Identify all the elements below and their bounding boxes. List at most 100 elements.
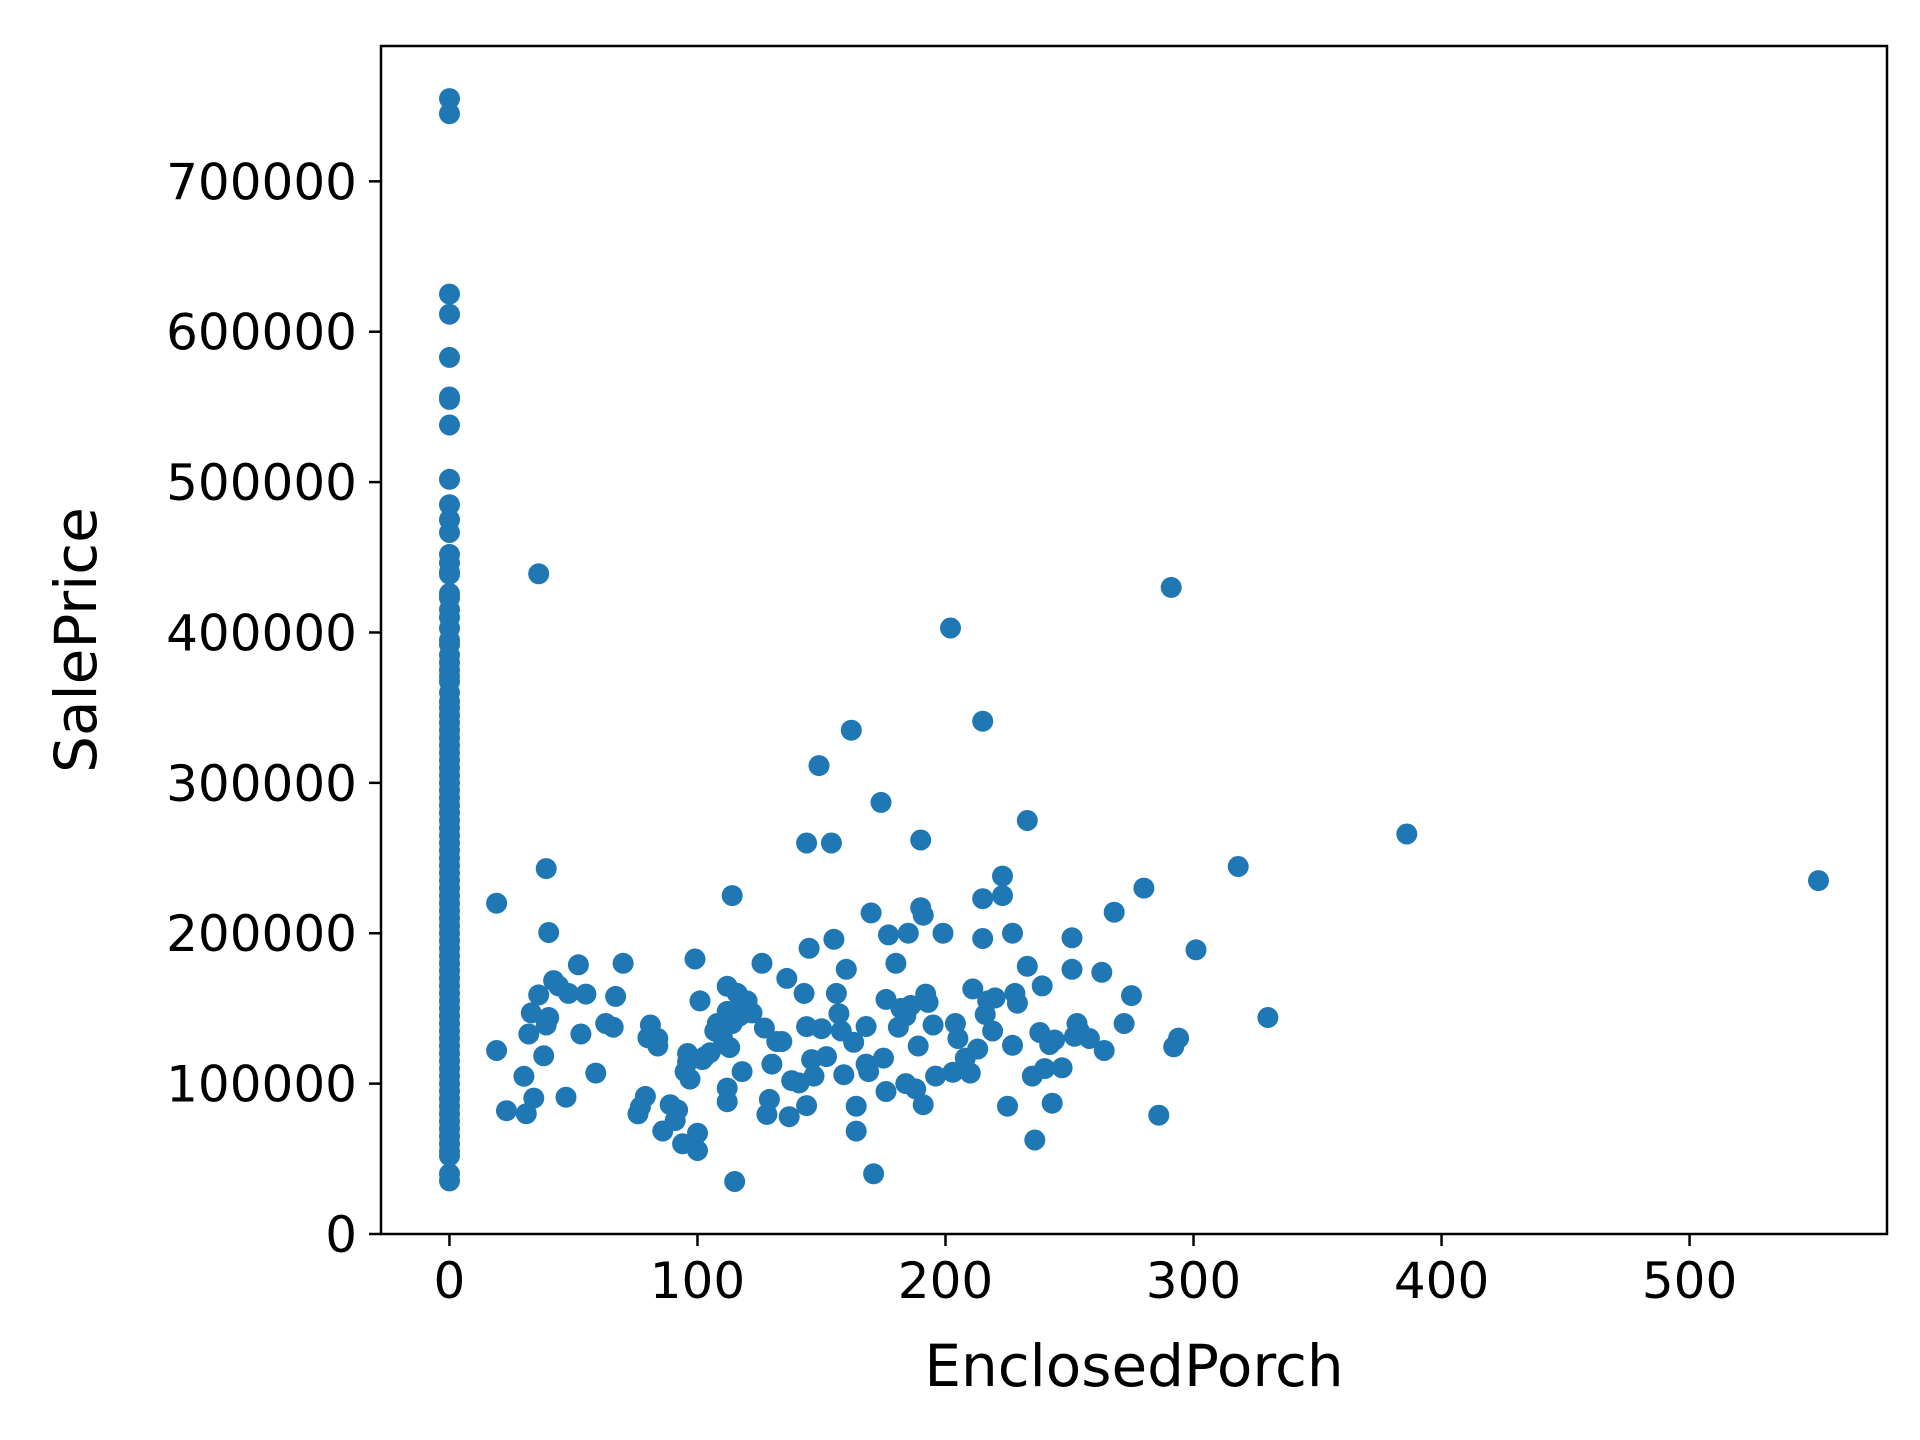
data-point <box>1113 1013 1135 1034</box>
data-point <box>771 1031 793 1052</box>
data-point <box>575 983 597 1005</box>
data-point <box>808 755 830 777</box>
data-point <box>1185 939 1207 961</box>
data-point <box>719 1037 741 1058</box>
data-point <box>687 1122 708 1144</box>
data-point <box>567 954 589 976</box>
data-point <box>1168 1027 1190 1049</box>
data-point <box>870 791 892 813</box>
data-point <box>855 1016 877 1037</box>
data-point <box>793 982 815 1004</box>
data-point <box>972 710 994 732</box>
y-tick-label: 300000 <box>166 755 357 813</box>
data-point <box>753 1017 775 1039</box>
data-point <box>520 1002 542 1024</box>
data-point <box>751 952 773 974</box>
data-point <box>439 468 460 490</box>
data-point <box>1061 958 1083 980</box>
data-point <box>515 1103 537 1125</box>
data-point <box>947 1028 969 1049</box>
data-point <box>875 1081 897 1102</box>
data-point <box>900 994 922 1016</box>
data-point <box>731 1061 753 1083</box>
data-point <box>845 1120 867 1142</box>
x-axis-ticks: 0 100 200 300 400 500 <box>434 1234 1737 1310</box>
y-axis-ticks: 0 100000 200000 300000 400000 500000 600000 700… <box>166 153 381 1264</box>
data-point <box>1016 810 1038 831</box>
y-tick-label: 500000 <box>166 454 357 512</box>
data-point <box>439 283 460 305</box>
data-point <box>439 103 460 125</box>
y-axis-title: SalePrice <box>42 507 110 773</box>
data-point <box>825 982 847 1004</box>
data-point <box>585 1062 607 1084</box>
data-point <box>1031 975 1053 997</box>
data-point <box>538 922 560 943</box>
data-points <box>439 88 1829 1192</box>
data-point <box>905 1078 927 1100</box>
data-point <box>761 1053 783 1075</box>
y-tick-label: 0 <box>325 1206 357 1264</box>
y-tick-label: 700000 <box>166 153 357 211</box>
data-point <box>835 958 857 980</box>
data-point <box>972 888 994 910</box>
data-point <box>1061 927 1083 949</box>
data-point <box>776 967 798 989</box>
y-tick-label: 400000 <box>166 604 357 662</box>
data-point <box>523 1087 545 1109</box>
data-point <box>942 1061 964 1083</box>
data-point <box>1227 856 1249 877</box>
data-point <box>917 991 939 1013</box>
data-point <box>439 494 460 516</box>
data-point <box>828 1003 850 1025</box>
data-point <box>811 1018 832 1040</box>
data-point <box>932 922 954 944</box>
data-point <box>496 1100 517 1122</box>
data-point <box>528 984 550 1006</box>
data-point <box>689 990 711 1012</box>
data-point <box>1002 922 1023 944</box>
data-point <box>1006 992 1028 1014</box>
data-point <box>555 1086 577 1108</box>
y-tick-label: 600000 <box>166 304 357 362</box>
data-point <box>940 617 961 639</box>
data-point <box>1024 1129 1046 1151</box>
x-tick-label: 200 <box>898 1252 993 1310</box>
data-point <box>1041 1092 1063 1114</box>
data-point <box>796 1095 818 1117</box>
data-point <box>1808 870 1829 892</box>
data-point <box>679 1068 701 1090</box>
data-point <box>439 88 460 110</box>
data-point <box>1148 1104 1170 1126</box>
data-point <box>528 563 550 585</box>
data-point <box>912 1094 934 1116</box>
data-point <box>1121 985 1142 1007</box>
data-point <box>922 1014 944 1036</box>
data-point <box>716 1091 738 1113</box>
data-point <box>1091 961 1113 983</box>
data-point <box>878 924 899 946</box>
data-point <box>1002 1034 1023 1056</box>
data-point <box>538 1007 560 1028</box>
data-point <box>1093 1040 1115 1061</box>
data-point <box>820 832 842 854</box>
data-point <box>1257 1007 1279 1028</box>
data-point <box>518 1023 540 1045</box>
data-point <box>992 885 1013 907</box>
data-point <box>840 719 862 741</box>
data-point <box>1016 955 1038 977</box>
data-point <box>778 1106 800 1128</box>
data-point <box>667 1099 689 1121</box>
y-tick-label: 100000 <box>166 1056 357 1114</box>
data-point <box>634 1085 656 1107</box>
data-point <box>741 1002 763 1024</box>
data-point <box>925 1065 947 1087</box>
plot-frame <box>379 44 1889 1236</box>
data-point <box>439 388 460 410</box>
data-point <box>982 1020 1004 1042</box>
data-point <box>833 1064 855 1086</box>
data-point <box>910 829 932 851</box>
data-point <box>602 1016 624 1038</box>
data-point <box>907 1035 929 1057</box>
